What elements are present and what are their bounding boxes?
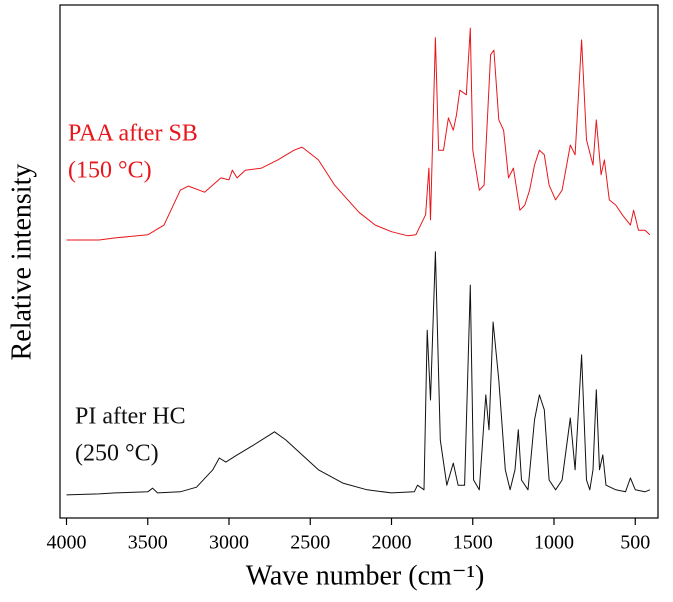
spectrum-line bbox=[66, 27, 651, 241]
x-tick-label: 4000 bbox=[47, 532, 87, 554]
x-tick-label: 3000 bbox=[209, 532, 249, 554]
series-label: PAA after SB bbox=[68, 121, 198, 147]
series-label: (150 °C) bbox=[68, 158, 152, 184]
spectrum-line bbox=[66, 251, 651, 496]
series-label: PI after HC bbox=[75, 404, 186, 430]
y-axis-title: Relative intensity bbox=[6, 164, 37, 361]
x-tick-label: 2500 bbox=[290, 532, 330, 554]
x-tick-label: 2000 bbox=[372, 532, 412, 554]
plot-frame bbox=[59, 4, 659, 519]
series-label: (250 °C) bbox=[75, 441, 159, 467]
x-tick-label: 500 bbox=[620, 532, 650, 554]
x-tick-label: 1500 bbox=[453, 532, 493, 554]
x-tick-label: 1000 bbox=[534, 532, 574, 554]
x-tick-label: 3500 bbox=[128, 532, 168, 554]
x-axis-title: Wave number (cm⁻¹) bbox=[246, 560, 485, 591]
